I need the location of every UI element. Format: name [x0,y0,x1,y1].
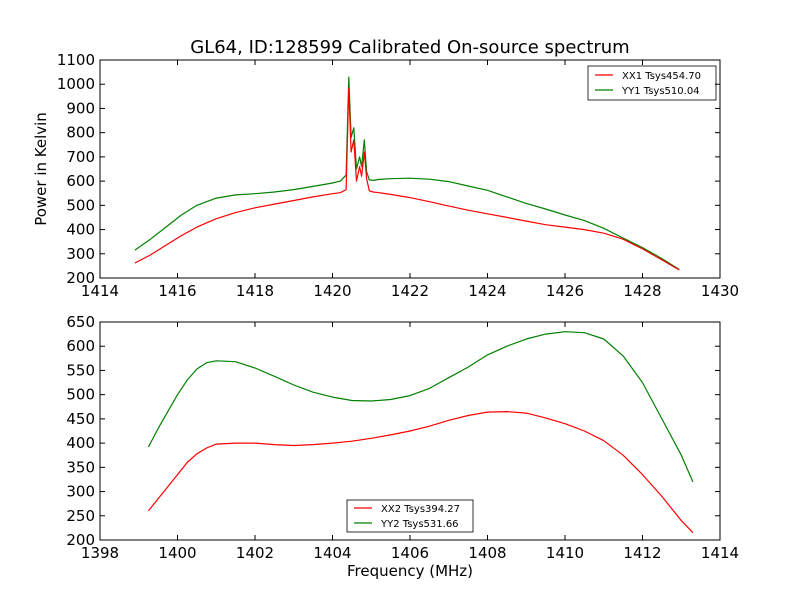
top-x-tick-label: 1424 [468,282,506,300]
bottom-x-tick-label: 1404 [313,544,351,562]
bottom-x-tick-label: 1414 [701,544,739,562]
bottom-x-tick-label: 1410 [546,544,584,562]
top-y-tick-label: 300 [66,245,95,263]
top-x-tick-label: 1422 [391,282,429,300]
bottom-legend-label-yy2: YY2 Tsys531.66 [380,519,459,530]
bottom-legend-box [346,499,474,533]
bottom-series-line-1 [147,411,694,534]
bottom-y-tick-label: 250 [66,507,95,525]
top-x-tick-label: 1426 [546,282,584,300]
top-y-tick-label: 1100 [57,51,95,69]
bottom-x-tick-label: 1412 [623,544,661,562]
top-series-line-2 [134,76,680,271]
top-legend-label-yy1: YY1 Tsys510.04 [621,86,700,97]
bottom-x-tick-label: 1400 [158,544,196,562]
top-legend: XX1 Tsys454.70 YY1 Tsys510.04 [587,65,717,101]
top-y-tick-label: 800 [66,124,95,142]
top-x-tick-label: 1428 [623,282,661,300]
bottom-series-line-2 [147,331,694,483]
bottom-legend-label-xx2: XX2 Tsys394.27 [381,504,460,515]
top-x-tick-label: 1420 [313,282,351,300]
top-y-tick-label: 200 [66,269,95,287]
top-legend-box [587,65,717,101]
bottom-y-tick-label: 500 [66,386,95,404]
bottom-y-tick-label: 550 [66,361,95,379]
bottom-legend: XX2 Tsys394.27 YY2 Tsys531.66 [346,499,474,533]
bottom-y-tick-label: 650 [66,313,95,331]
top-y-axis-label: Power in Kelvin [32,112,50,226]
bottom-y-tick-label: 350 [66,458,95,476]
bottom-x-tick-label: 1402 [236,544,274,562]
top-x-tick-label: 1418 [236,282,274,300]
top-y-tick-label: 900 [66,99,95,117]
bottom-x-tick-label: 1398 [81,544,119,562]
top-x-tick-label: 1416 [158,282,196,300]
bottom-y-tick-label: 200 [66,531,95,549]
top-legend-label-xx1: XX1 Tsys454.70 [622,71,701,82]
top-chart-title: GL64, ID:128599 Calibrated On-source spe… [190,37,629,58]
bottom-x-tick-label: 1406 [391,544,429,562]
top-y-tick-label: 1000 [57,75,95,93]
top-y-tick-label: 600 [66,172,95,190]
top-y-tick-label: 500 [66,196,95,214]
top-y-tick-label: 700 [66,148,95,166]
bottom-y-tick-label: 300 [66,483,95,501]
top-x-tick-label: 1414 [81,282,119,300]
bottom-x-axis-label: Frequency (MHz) [347,562,473,580]
bottom-y-tick-label: 400 [66,434,95,452]
top-x-tick-label: 1430 [701,282,739,300]
top-y-tick-label: 400 [66,221,95,239]
bottom-x-tick-label: 1408 [468,544,506,562]
bottom-y-tick-label: 450 [66,410,95,428]
top-series-line-1 [134,87,680,271]
bottom-y-tick-label: 600 [66,337,95,355]
